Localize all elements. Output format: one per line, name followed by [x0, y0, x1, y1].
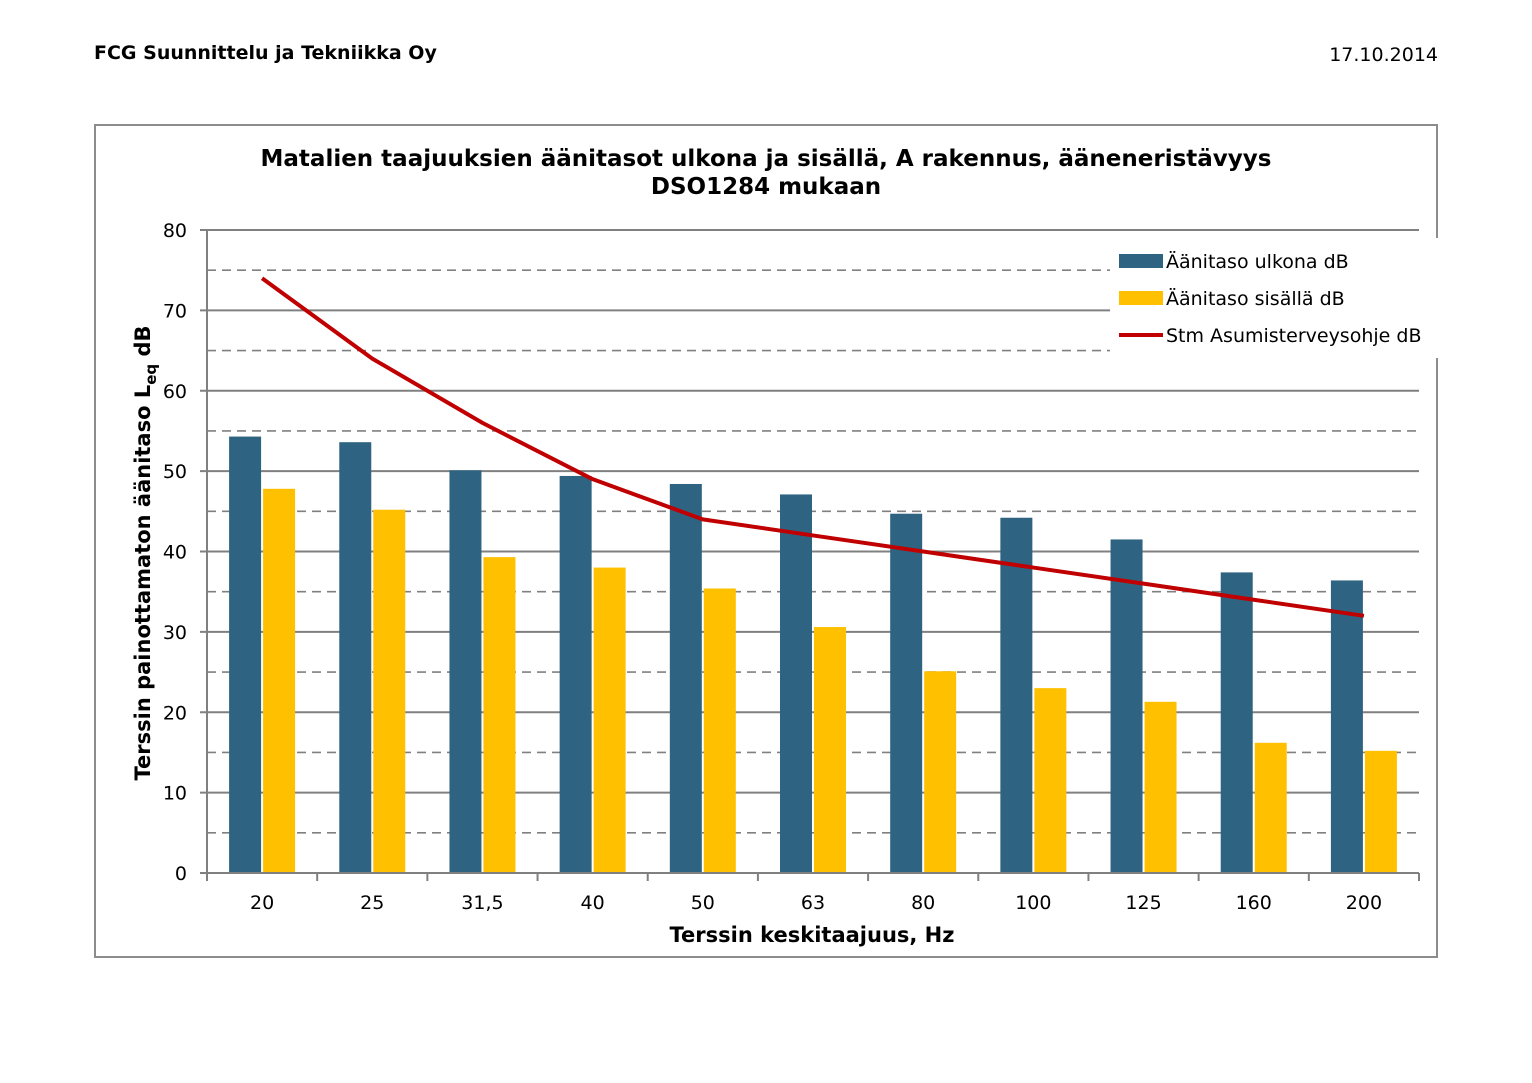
bar-indoor — [703, 588, 736, 873]
legend-swatch — [1119, 291, 1163, 305]
y-tick-label: 60 — [163, 381, 187, 403]
document-date: 17.10.2014 — [1329, 44, 1438, 66]
bar-outdoor — [1000, 517, 1033, 873]
y-tick-label: 50 — [163, 461, 187, 483]
y-tick-label: 30 — [163, 622, 187, 644]
y-axis-label: Terssin painottamaton äänitaso Leq dB — [131, 326, 160, 781]
legend-swatch — [1119, 254, 1163, 268]
y-axis-label-subscript: eq — [142, 364, 160, 385]
x-tick-label: 63 — [801, 892, 825, 914]
bar-indoor — [1034, 688, 1067, 873]
bar-outdoor — [449, 470, 482, 873]
bar-indoor — [593, 567, 626, 873]
bar-outdoor — [559, 475, 592, 873]
legend-background — [1110, 238, 1438, 358]
bar-indoor — [1364, 750, 1397, 873]
bar-indoor — [1254, 742, 1287, 873]
bar-outdoor — [339, 442, 372, 873]
chart-title-line-1: Matalien taajuuksien äänitasot ulkona ja… — [261, 146, 1272, 172]
x-tick-label: 125 — [1125, 892, 1161, 914]
bar-indoor — [373, 509, 406, 873]
x-axis-label: Terssin keskitaajuus, Hz — [670, 923, 955, 947]
y-tick-label: 70 — [163, 300, 187, 322]
x-tick-label: 50 — [691, 892, 715, 914]
company-name: FCG Suunnittelu ja Tekniikka Oy — [94, 42, 437, 64]
y-tick-label: 40 — [163, 542, 187, 564]
x-tick-label: 100 — [1015, 892, 1051, 914]
x-tick-label: 200 — [1346, 892, 1382, 914]
legend-label: Äänitaso ulkona dB — [1166, 250, 1349, 273]
bar-indoor — [263, 488, 296, 873]
x-tick-label: 160 — [1236, 892, 1272, 914]
bar-outdoor — [669, 483, 702, 873]
bar-outdoor — [890, 513, 923, 873]
bar-indoor — [814, 627, 846, 873]
bar-indoor — [483, 557, 516, 873]
x-tick-label: 40 — [581, 892, 605, 914]
y-tick-label: 0 — [175, 863, 187, 885]
y-tick-label: 20 — [163, 702, 187, 724]
x-tick-label: 20 — [250, 892, 274, 914]
bar-outdoor — [229, 436, 262, 873]
bar-indoor — [924, 671, 957, 873]
y-axis-label-unit: dB — [131, 326, 155, 364]
x-tick-label: 31,5 — [461, 892, 503, 914]
bar-indoor — [1144, 701, 1177, 873]
legend-label: Äänitaso sisällä dB — [1166, 287, 1345, 310]
x-tick-label: 25 — [360, 892, 384, 914]
chart-legend: Äänitaso ulkona dB Äänitaso sisällä dB Stm… — [1110, 238, 1438, 358]
bar-outdoor — [1110, 539, 1143, 873]
x-tick-label: 80 — [911, 892, 935, 914]
y-tick-label: 80 — [163, 220, 187, 242]
bar-outdoor — [1220, 572, 1253, 873]
bar-outdoor — [780, 494, 812, 873]
chart-title-line-2: DSO1284 mukaan — [651, 174, 881, 200]
legend-label: Stm Asumisterveysohje dB — [1166, 325, 1421, 347]
guideline-line — [260, 276, 1365, 618]
bar-outdoor — [1330, 580, 1363, 873]
y-axis-label-main: Terssin painottamaton äänitaso L — [131, 385, 155, 781]
y-tick-label: 10 — [163, 783, 187, 805]
